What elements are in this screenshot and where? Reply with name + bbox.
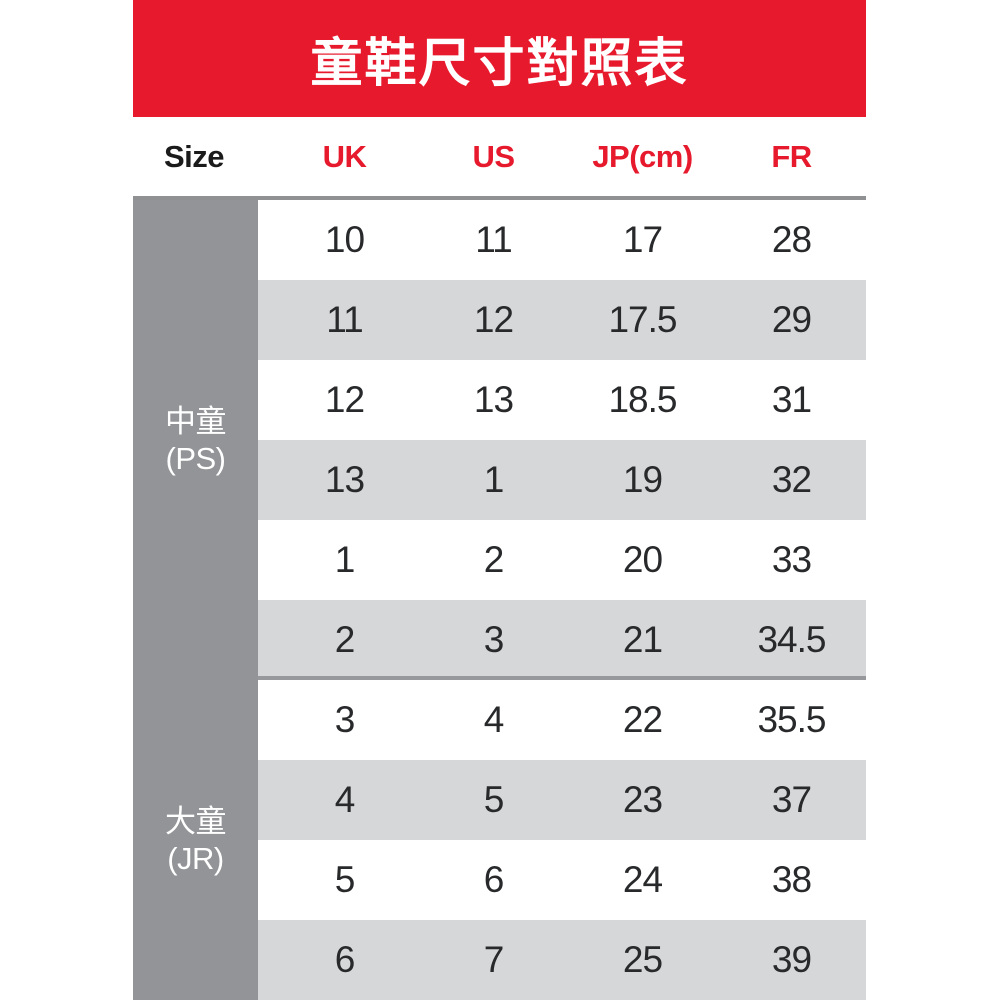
group-divider-line [258, 676, 866, 680]
header-fr: FR [771, 138, 812, 174]
cell-uk: 2 [334, 619, 356, 660]
table-row: 10 11 17 28 [258, 200, 866, 280]
table-row: 11 12 17.5 29 [258, 280, 866, 360]
table-body: 中童 (PS) 大童 (JR) 10 11 17 28 11 12 17.5 29 12 13 18… [133, 200, 866, 1000]
group-label-ps: 中童 (PS) [133, 200, 258, 680]
cell-uk: 6 [334, 939, 356, 980]
cell-fr: 38 [771, 859, 812, 900]
cell-jp: 22 [622, 699, 663, 740]
cell-jp: 23 [622, 779, 663, 820]
table-row: 3 4 22 35.5 [258, 680, 866, 760]
cell-uk: 12 [324, 379, 365, 420]
cell-us: 11 [475, 219, 512, 260]
header-uk: UK [322, 138, 367, 174]
header-us: US [472, 138, 515, 174]
group-label-jr: 大童 (JR) [133, 680, 258, 1000]
cell-us: 12 [473, 299, 514, 340]
table-row: 2 3 21 34.5 [258, 600, 866, 680]
cell-fr: 34.5 [757, 619, 826, 660]
cell-us: 5 [483, 779, 505, 820]
cell-us: 6 [483, 859, 505, 900]
cell-jp: 17 [622, 219, 663, 260]
cell-fr: 32 [771, 459, 812, 500]
cell-us: 4 [483, 699, 505, 740]
cell-us: 7 [483, 939, 505, 980]
table-row: 5 6 24 38 [258, 840, 866, 920]
table-header: Size UK US JP(cm) FR [133, 117, 866, 196]
group-code: (JR) [167, 841, 224, 876]
cell-jp: 21 [622, 619, 663, 660]
table-row: 1 2 20 33 [258, 520, 866, 600]
header-divider-line [133, 196, 866, 200]
cell-jp: 20 [622, 539, 663, 580]
cell-us: 2 [483, 539, 505, 580]
cell-jp: 24 [622, 859, 663, 900]
cell-fr: 39 [771, 939, 812, 980]
cell-fr: 29 [771, 299, 812, 340]
table-row: 6 7 25 39 [258, 920, 866, 1000]
title-banner: 童鞋尺寸對照表 [133, 0, 866, 117]
cell-uk: 4 [334, 779, 356, 820]
table-rows: 10 11 17 28 11 12 17.5 29 12 13 18.5 31 13 1 19 32 1 2 20 3… [258, 200, 866, 1000]
table-row: 4 5 23 37 [258, 760, 866, 840]
cell-jp: 19 [622, 459, 663, 500]
cell-uk: 11 [326, 299, 363, 340]
group-code: (PS) [165, 441, 227, 476]
cell-jp: 18.5 [608, 379, 677, 420]
cell-jp: 25 [622, 939, 663, 980]
cell-fr: 33 [771, 539, 812, 580]
cell-uk: 3 [334, 699, 356, 740]
group-name-zh: 中童 [165, 404, 227, 439]
size-group-column: 中童 (PS) 大童 (JR) [133, 200, 258, 1000]
page-title: 童鞋尺寸對照表 [310, 35, 689, 93]
cell-us: 3 [483, 619, 505, 660]
cell-uk: 13 [324, 459, 365, 500]
cell-uk: 1 [334, 539, 356, 580]
cell-jp: 17.5 [608, 299, 677, 340]
header-jp: JP(cm) [592, 138, 693, 174]
cell-us: 1 [483, 459, 505, 500]
table-row: 13 1 19 32 [258, 440, 866, 520]
group-name-zh: 大童 [165, 804, 227, 839]
cell-uk: 5 [334, 859, 356, 900]
cell-fr: 35.5 [757, 699, 826, 740]
cell-us: 13 [473, 379, 514, 420]
table-row: 12 13 18.5 31 [258, 360, 866, 440]
cell-uk: 10 [324, 219, 365, 260]
cell-fr: 31 [771, 379, 812, 420]
header-size: Size [164, 138, 225, 174]
cell-fr: 37 [771, 779, 812, 820]
cell-fr: 28 [771, 219, 812, 260]
